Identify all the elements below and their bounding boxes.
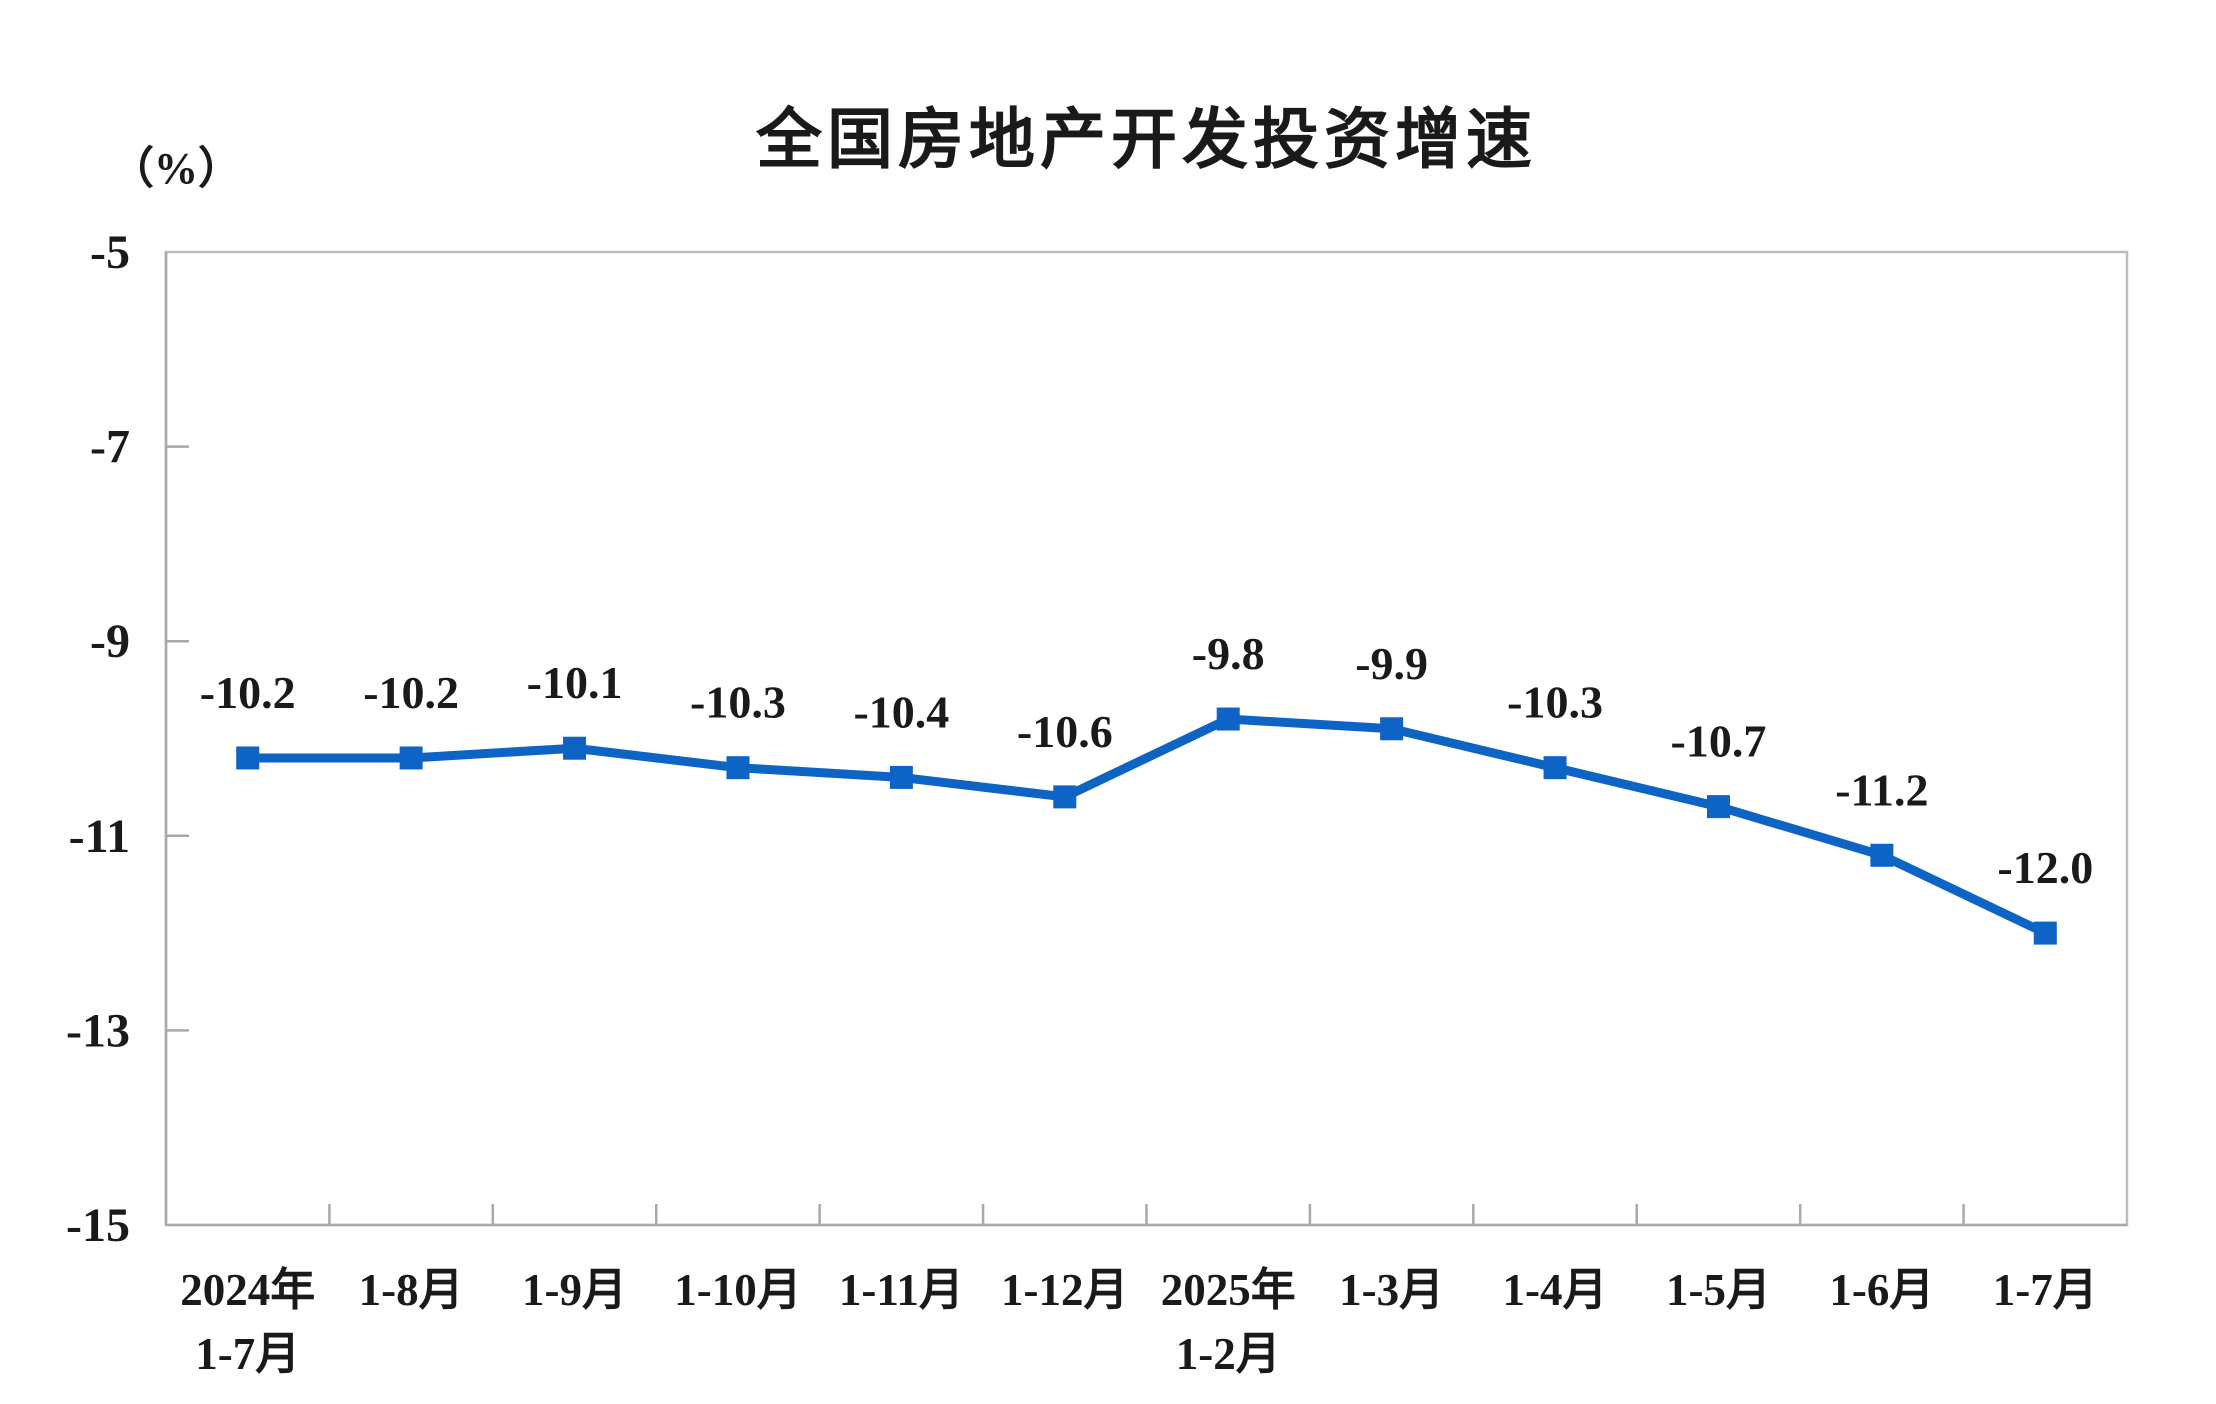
- data-label: -12.0: [1997, 842, 2093, 893]
- x-axis-label: 1-2月: [1176, 1329, 1281, 1379]
- chart-title: 全国房地产开发投资增速: [756, 102, 1537, 176]
- x-axis-label: 1-11月: [839, 1265, 964, 1315]
- data-label: -10.1: [527, 657, 623, 708]
- data-label: -10.2: [363, 667, 459, 718]
- y-tick-label: -11: [69, 810, 130, 863]
- data-label: -10.4: [853, 686, 949, 737]
- data-label: -9.8: [1192, 628, 1265, 679]
- data-point-marker: [1543, 756, 1567, 780]
- x-axis-label: 1-7月: [1993, 1265, 2098, 1315]
- data-point-marker: [236, 746, 260, 770]
- data-point-marker: [726, 756, 750, 780]
- x-axis-label: 1-6月: [1829, 1265, 1934, 1315]
- data-line: [243, 714, 2050, 938]
- data-point-marker: [1870, 843, 1894, 867]
- y-tick-label: -5: [90, 226, 130, 279]
- data-label: -10.6: [1017, 706, 1113, 757]
- x-axis-label: 1-7月: [195, 1329, 300, 1379]
- data-point-marker: [2033, 921, 2057, 945]
- data-label: -11.2: [1835, 764, 1928, 815]
- y-axis-unit-label: （%）: [110, 144, 242, 193]
- y-tick-label: -7: [90, 421, 130, 474]
- data-point-marker: [1380, 717, 1404, 741]
- data-point-marker: [1216, 707, 1240, 731]
- y-tick-label: -15: [66, 1199, 130, 1252]
- y-tick-label: -13: [66, 1004, 130, 1057]
- x-axis-label: 1-12月: [1001, 1265, 1129, 1315]
- plot-border: [164, 250, 2129, 1227]
- data-point-marker: [399, 746, 423, 770]
- data-label: -9.9: [1355, 638, 1428, 689]
- x-axis-label: 1-8月: [359, 1265, 464, 1315]
- data-label: -10.7: [1671, 716, 1767, 767]
- data-label: -10.2: [200, 667, 296, 718]
- x-axis-label: 1-3月: [1339, 1265, 1444, 1315]
- x-axis-label: 1-4月: [1503, 1265, 1608, 1315]
- data-point-marker: [563, 736, 587, 760]
- x-axis-label: 1-10月: [674, 1265, 802, 1315]
- data-label: -10.3: [1507, 677, 1603, 728]
- y-tick-label: -9: [90, 615, 130, 668]
- x-axis-label: 2025年: [1161, 1265, 1296, 1315]
- x-axis-label: 1-5月: [1666, 1265, 1771, 1315]
- x-axis-label: 1-9月: [522, 1265, 627, 1315]
- data-label: -10.3: [690, 677, 786, 728]
- data-point-marker: [889, 765, 913, 789]
- data-point-marker: [1053, 785, 1077, 809]
- x-axis-label: 2024年: [180, 1265, 315, 1315]
- data-point-marker: [1706, 795, 1730, 819]
